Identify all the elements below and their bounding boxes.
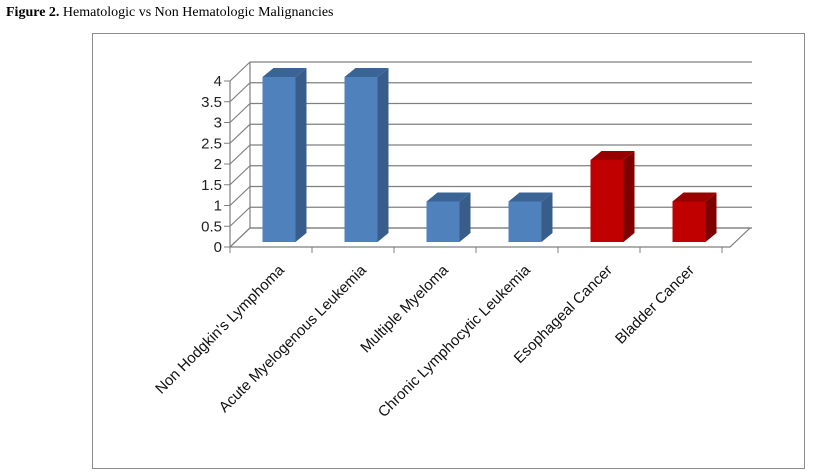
y-tick-label: 3 bbox=[214, 115, 222, 132]
chart-floor bbox=[228, 227, 752, 248]
chart-frame bbox=[92, 33, 805, 469]
bar-side bbox=[377, 68, 389, 242]
figure-caption: Figure 2. Hematologic vs Non Hematologic… bbox=[6, 5, 334, 21]
gridline-side bbox=[229, 144, 251, 165]
bar-top bbox=[590, 151, 635, 160]
bar bbox=[344, 77, 378, 242]
x-category-label: Chronic Lymphocytic Leukemia bbox=[375, 261, 534, 420]
y-tick-label: 1 bbox=[214, 198, 222, 215]
bar-side bbox=[705, 192, 717, 242]
bar bbox=[262, 77, 296, 242]
bar-top bbox=[672, 192, 717, 202]
gridline-side bbox=[229, 186, 251, 206]
y-tick-label: 0 bbox=[214, 239, 222, 256]
bar bbox=[426, 201, 460, 242]
bar bbox=[590, 160, 624, 242]
bar-side bbox=[623, 151, 635, 242]
gridline-side bbox=[229, 61, 251, 82]
x-category-label: Acute Myelogenous Leukemia bbox=[216, 261, 371, 416]
bar-side bbox=[295, 68, 307, 242]
bar-top bbox=[344, 68, 389, 77]
gridline-side bbox=[229, 82, 251, 103]
y-tick-label: 2 bbox=[214, 156, 222, 173]
bar-top bbox=[508, 192, 553, 202]
bar bbox=[672, 201, 706, 242]
figure-label: Figure 2. bbox=[6, 5, 60, 20]
y-tick-label: 4 bbox=[214, 73, 222, 90]
bar-side bbox=[459, 192, 471, 242]
bar-top bbox=[426, 192, 471, 202]
bar bbox=[508, 201, 542, 242]
gridline-side bbox=[229, 103, 251, 123]
gridline-side bbox=[229, 123, 251, 144]
y-tick-label: 0.5 bbox=[201, 218, 222, 235]
y-tick-label: 1.5 bbox=[201, 177, 222, 194]
gridline-side bbox=[229, 165, 251, 186]
x-category-label: Bladder Cancer bbox=[612, 262, 698, 348]
y-tick-label: 3.5 bbox=[201, 94, 222, 111]
gridline-side bbox=[229, 206, 251, 227]
x-category-label: Non Hodgkin's Lymphoma bbox=[152, 261, 288, 397]
x-category-label: Multiple Myeloma bbox=[357, 261, 452, 356]
bar-top bbox=[262, 68, 307, 77]
figure-title: Hematologic vs Non Hematologic Malignanc… bbox=[62, 5, 334, 20]
y-tick-label: 2.5 bbox=[201, 135, 222, 152]
bar-side bbox=[541, 192, 553, 242]
